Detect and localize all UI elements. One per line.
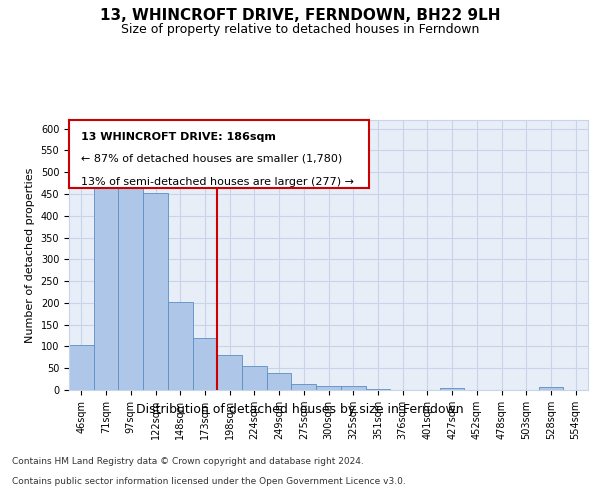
Bar bbox=[242, 366, 267, 390]
Bar bbox=[193, 338, 217, 390]
Text: ← 87% of detached houses are smaller (1,780): ← 87% of detached houses are smaller (1,… bbox=[81, 154, 342, 164]
Text: Contains public sector information licensed under the Open Government Licence v3: Contains public sector information licen… bbox=[12, 478, 406, 486]
Text: Contains HM Land Registry data © Crown copyright and database right 2024.: Contains HM Land Registry data © Crown c… bbox=[12, 458, 364, 466]
Bar bbox=[440, 388, 464, 390]
Y-axis label: Number of detached properties: Number of detached properties bbox=[25, 168, 35, 342]
Text: Distribution of detached houses by size in Ferndown: Distribution of detached houses by size … bbox=[136, 402, 464, 415]
Bar bbox=[539, 388, 563, 390]
Bar bbox=[118, 178, 143, 390]
Bar bbox=[217, 354, 242, 390]
Bar bbox=[94, 178, 118, 390]
Text: 13 WHINCROFT DRIVE: 186sqm: 13 WHINCROFT DRIVE: 186sqm bbox=[81, 132, 276, 142]
Bar bbox=[292, 384, 316, 390]
Bar bbox=[365, 388, 390, 390]
Text: Size of property relative to detached houses in Ferndown: Size of property relative to detached ho… bbox=[121, 22, 479, 36]
Bar bbox=[267, 373, 292, 390]
Bar bbox=[168, 302, 193, 390]
Bar bbox=[143, 193, 168, 390]
Text: 13, WHINCROFT DRIVE, FERNDOWN, BH22 9LH: 13, WHINCROFT DRIVE, FERNDOWN, BH22 9LH bbox=[100, 8, 500, 22]
Text: 13% of semi-detached houses are larger (277) →: 13% of semi-detached houses are larger (… bbox=[81, 178, 354, 188]
Bar bbox=[341, 386, 365, 390]
Bar bbox=[316, 386, 341, 390]
Bar bbox=[69, 344, 94, 390]
